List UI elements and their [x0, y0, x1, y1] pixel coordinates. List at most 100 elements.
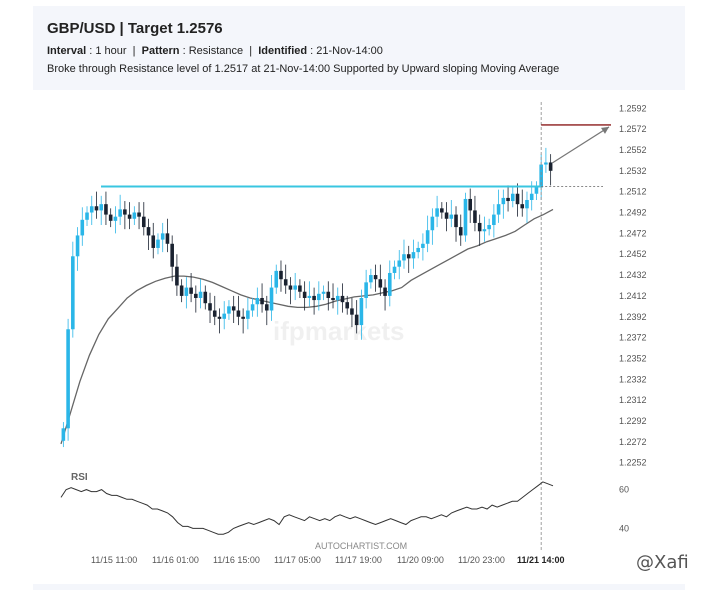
y-tick-label: 1.2552 [619, 145, 647, 155]
candle-body [179, 285, 184, 296]
candle-body [217, 316, 222, 319]
y-tick-label: 1.2432 [619, 270, 647, 280]
candle-body [222, 313, 227, 319]
identified-value: 21-Nov-14:00 [316, 45, 383, 57]
moving-average [60, 208, 554, 445]
candle-body [156, 239, 160, 248]
candle-body [392, 266, 397, 273]
candle-body [364, 282, 368, 298]
candle-body [108, 214, 113, 221]
y-tick-label: 1.2292 [619, 416, 647, 426]
candle-body [137, 212, 141, 217]
y-tick-label: 1.2512 [619, 187, 647, 197]
indicator-line [60, 481, 554, 535]
price-chart: ifpmarkets 1.2592 1.2572 1.2552 1.2532 1.251… [60, 102, 647, 565]
moving-average-line [60, 208, 554, 445]
candle-body [89, 206, 94, 213]
candle-body [227, 306, 231, 314]
candle-body [387, 272, 392, 296]
candle-body [449, 214, 454, 219]
candle-body [454, 214, 458, 228]
candle-body [246, 310, 250, 319]
chart-credit: AUTOCHARTIST.COM [315, 541, 407, 551]
candle-body [487, 225, 491, 230]
candle-body [350, 308, 354, 315]
candle-body [544, 162, 548, 165]
candle-body [354, 314, 359, 326]
candle-body [335, 295, 340, 301]
candle-body [264, 304, 269, 311]
x-tick-label: 11/20 23:00 [458, 555, 505, 565]
candle-body [175, 266, 179, 286]
candle-body [212, 310, 217, 317]
x-tick-label: 11/21 14:00 [517, 555, 565, 565]
candles [61, 147, 553, 448]
x-tick-label: 11/17 19:00 [335, 555, 382, 565]
pattern-description: Broke through Resistance level of 1.2517… [47, 63, 560, 75]
candle-body [231, 306, 236, 311]
candle-body [321, 291, 326, 294]
candle-body [425, 230, 430, 244]
social-tag: @Xafi [636, 552, 689, 573]
candle-body [406, 254, 411, 259]
y-tick-label: 1.2412 [619, 291, 647, 301]
candle-body [510, 193, 515, 202]
rsi-panel: RSI 60 40 [60, 472, 629, 535]
x-tick-label: 11/17 05:00 [274, 555, 321, 565]
x-tick-label: 11/16 01:00 [152, 555, 199, 565]
y-tick-label: 1.2492 [619, 208, 647, 218]
candle-body [283, 279, 288, 286]
candle-body [279, 270, 283, 280]
candle-body [71, 256, 75, 330]
x-tick-label: 11/20 09:00 [397, 555, 444, 565]
candle-body [146, 227, 151, 236]
candle-body [104, 204, 108, 215]
y-tick-label: 1.2532 [619, 166, 647, 176]
candle-body [298, 285, 302, 292]
x-tick-label: 11/15 11:00 [91, 555, 137, 565]
candle-body [94, 206, 99, 211]
candle-body [208, 303, 212, 311]
indicator-tick-label: 60 [619, 485, 629, 495]
candle-body [515, 193, 520, 205]
candle-body [525, 199, 529, 209]
candle-body [468, 198, 473, 211]
candle-body [539, 164, 543, 188]
y-tick-label: 1.2372 [619, 333, 647, 343]
pattern-label: Pattern [141, 45, 180, 57]
candle-body [203, 291, 208, 304]
candle-body [293, 285, 297, 290]
candle-body [170, 243, 174, 267]
candle-body [492, 214, 496, 226]
time-axis: 11/15 11:00 11/16 01:00 11/16 15:00 11/17 0… [91, 555, 565, 565]
candle-body [317, 293, 321, 301]
candle-body [141, 216, 146, 228]
price-axis: 1.2592 1.2572 1.2552 1.2532 1.2512 1.2492 1.24… [619, 103, 647, 467]
y-tick-label: 1.2312 [619, 395, 647, 405]
candle-body [373, 275, 378, 280]
candle-body [421, 243, 425, 248]
y-tick-label: 1.2272 [619, 437, 647, 447]
candle-body [194, 293, 198, 298]
candle-body [444, 212, 449, 219]
candle-body [520, 204, 525, 209]
candle-body [184, 287, 189, 296]
candle-body [302, 291, 307, 298]
candle-body [66, 329, 70, 429]
candle-body [260, 297, 264, 305]
candle-body [548, 162, 553, 171]
candle-body [99, 204, 104, 211]
candle-body [269, 287, 274, 311]
candle-body [80, 219, 85, 236]
candle-body [312, 295, 316, 301]
y-tick-label: 1.2332 [619, 374, 647, 384]
candle-body [340, 295, 345, 303]
candle-body [345, 302, 350, 309]
candle-body [274, 270, 279, 288]
y-tick-label: 1.2572 [619, 124, 647, 134]
chart-header: GBP/USD | Target 1.2576 Interval : 1 hou… [33, 6, 685, 90]
x-tick-label: 11/16 15:00 [213, 555, 260, 565]
identified-label: Identified [258, 45, 308, 57]
candle-body [250, 304, 255, 311]
chart-title: GBP/USD | Target 1.2576 [47, 20, 223, 37]
